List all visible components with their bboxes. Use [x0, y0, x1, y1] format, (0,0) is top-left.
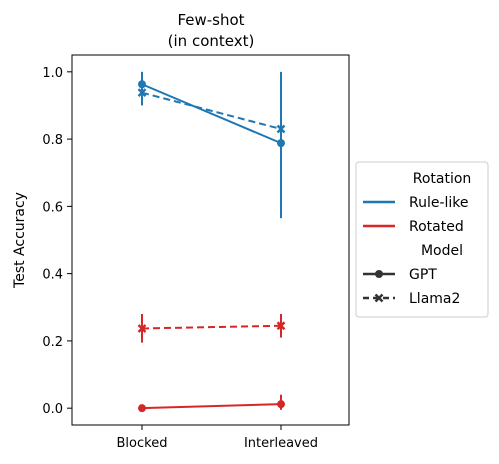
series-rule-like-llama2-point — [276, 124, 286, 134]
x-ticks: Blocked Interleaved — [117, 425, 318, 451]
series-rule-like-llama2 — [137, 80, 286, 136]
legend-label: Rule-like — [409, 195, 469, 211]
y-tick-label: 0.4 — [42, 268, 63, 283]
series-rotated-gpt-line — [141, 403, 282, 410]
legend-items: Rotation Rule-like Rotated Model GPT Llama2 — [363, 171, 471, 307]
chart-title: Few-shot (in context) — [168, 11, 255, 50]
legend-title: Model — [421, 243, 463, 259]
legend-entry: Rotated — [363, 219, 464, 235]
series-rule-like-gpt-line — [141, 83, 282, 145]
legend-entry: GPT — [363, 267, 437, 283]
y-tick-label: 0.2 — [42, 335, 63, 350]
series-rotated-llama2-point — [276, 321, 286, 331]
legend-label: Llama2 — [409, 291, 460, 307]
legend-label: GPT — [409, 267, 437, 283]
series-rotated-llama2-point — [137, 324, 147, 333]
chart-title-line-2: (in context) — [168, 32, 255, 50]
series-rule-like-llama2-point — [137, 88, 147, 98]
series-layer — [137, 71, 286, 413]
series-rotated-llama2-line — [141, 324, 282, 330]
legend-marker — [374, 293, 384, 303]
plot-frame — [71, 54, 350, 426]
legend-entry: Llama2 — [363, 291, 460, 307]
series-rule-like-llama2-line — [141, 91, 282, 130]
chart-title-line-1: Few-shot — [177, 11, 244, 29]
series-rule-like-gpt — [138, 71, 285, 219]
y-axis-label: Test Accuracy — [12, 192, 28, 289]
legend-marker — [375, 270, 383, 278]
y-tick-label: 0.0 — [42, 402, 63, 417]
series-rotated-llama2 — [137, 314, 286, 343]
y-tick-label: 0.8 — [42, 133, 63, 148]
x-tick-label: Interleaved — [244, 436, 318, 451]
series-rotated-gpt-point — [138, 404, 146, 413]
legend-title: Rotation — [413, 171, 472, 187]
y-tick-label: 1.0 — [42, 66, 63, 81]
y-ticks: 0.0 0.2 0.4 0.6 0.8 1.0 — [42, 66, 72, 417]
series-rotated-gpt — [138, 394, 285, 413]
series-rotated-gpt-point — [277, 400, 285, 409]
y-tick-label: 0.6 — [42, 200, 63, 215]
legend: Rotation Rule-like Rotated Model GPT Llama2 — [355, 161, 489, 318]
x-tick-label: Blocked — [117, 436, 168, 451]
series-rule-like-gpt-point — [277, 139, 285, 148]
legend-label: Rotated — [409, 219, 464, 235]
legend-entry: Rule-like — [363, 195, 469, 211]
